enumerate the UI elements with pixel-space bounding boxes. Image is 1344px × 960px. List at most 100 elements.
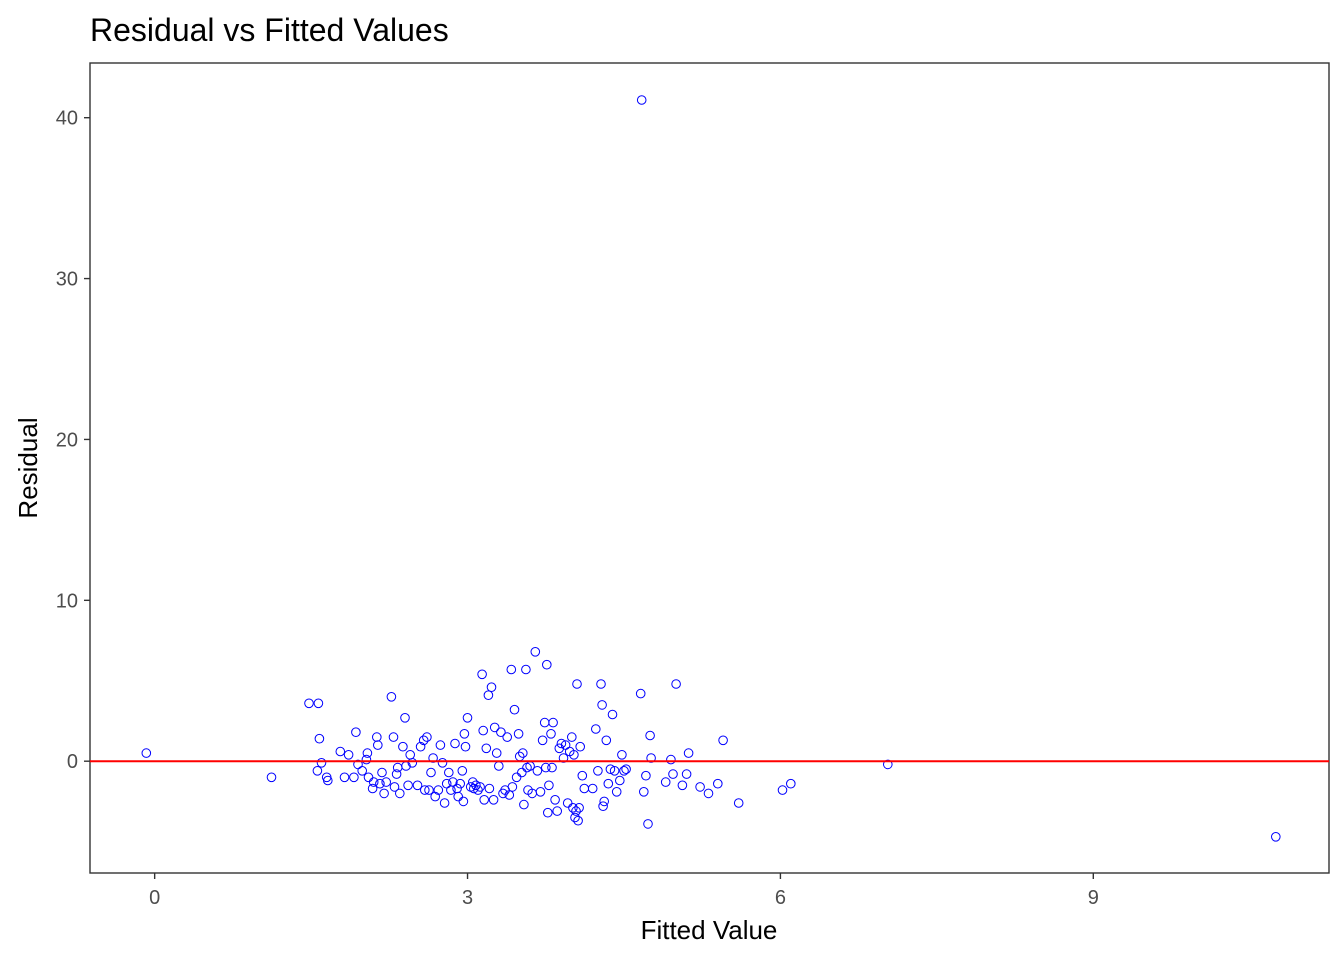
data-point bbox=[450, 738, 460, 749]
data-point bbox=[718, 735, 728, 746]
data-point bbox=[550, 795, 560, 805]
data-point bbox=[339, 772, 350, 783]
data-point bbox=[458, 796, 469, 807]
data-point bbox=[677, 780, 688, 791]
data-point bbox=[671, 679, 681, 689]
data-point bbox=[388, 732, 399, 742]
data-point bbox=[372, 732, 382, 742]
data-point bbox=[475, 782, 485, 792]
data-point bbox=[597, 700, 607, 710]
data-point bbox=[439, 798, 450, 808]
y-tick-label: 20 bbox=[56, 429, 78, 451]
data-point bbox=[535, 787, 546, 797]
data-point bbox=[777, 785, 788, 795]
data-point bbox=[521, 664, 531, 675]
data-point bbox=[695, 782, 705, 792]
data-point bbox=[643, 819, 653, 829]
data-point bbox=[351, 727, 361, 738]
data-point bbox=[509, 704, 520, 715]
data-point bbox=[543, 807, 553, 818]
data-point bbox=[489, 722, 500, 733]
data-point bbox=[1271, 832, 1281, 842]
data-point bbox=[407, 758, 418, 768]
x-tick-label: 6 bbox=[775, 887, 786, 909]
data-point bbox=[477, 669, 487, 680]
x-axis-ticks: 0 3 6 9 bbox=[149, 873, 1099, 909]
data-point bbox=[430, 791, 441, 802]
data-point bbox=[420, 785, 430, 795]
data-point bbox=[316, 758, 327, 768]
data-point bbox=[437, 758, 448, 768]
data-point bbox=[530, 647, 541, 657]
data-point bbox=[570, 812, 580, 823]
data-point bbox=[361, 754, 372, 765]
data-point bbox=[605, 764, 616, 775]
data-point bbox=[362, 748, 373, 758]
data-point bbox=[518, 748, 528, 758]
data-point bbox=[313, 698, 324, 709]
data-point bbox=[455, 778, 466, 789]
data-point bbox=[473, 785, 483, 795]
data-point bbox=[666, 754, 676, 765]
data-point bbox=[435, 740, 446, 750]
data-point bbox=[459, 729, 470, 739]
data-point bbox=[541, 762, 551, 773]
data-point bbox=[363, 772, 374, 783]
data-point bbox=[379, 788, 389, 799]
y-tick-label: 0 bbox=[67, 751, 78, 773]
data-point bbox=[556, 738, 567, 749]
data-point bbox=[573, 815, 583, 826]
data-point bbox=[424, 785, 434, 795]
data-point bbox=[646, 753, 656, 763]
data-point bbox=[428, 753, 438, 763]
data-point bbox=[552, 806, 563, 816]
data-point bbox=[415, 741, 426, 752]
data-point bbox=[574, 803, 584, 813]
data-point bbox=[478, 725, 489, 736]
data-point bbox=[636, 95, 647, 105]
data-point bbox=[426, 767, 436, 778]
data-point bbox=[457, 766, 468, 776]
data-point bbox=[635, 688, 646, 699]
data-point bbox=[471, 780, 481, 791]
data-point bbox=[598, 801, 608, 812]
data-point bbox=[567, 732, 577, 742]
data-point bbox=[444, 767, 454, 778]
data-point bbox=[498, 788, 508, 799]
data-point bbox=[883, 759, 893, 770]
data-point bbox=[599, 796, 610, 807]
data-point bbox=[460, 741, 471, 752]
data-point bbox=[468, 777, 478, 787]
data-point bbox=[506, 664, 517, 675]
data-point bbox=[486, 682, 497, 693]
x-axis-title: Fitted Value bbox=[641, 915, 778, 945]
data-point bbox=[266, 772, 277, 783]
data-point bbox=[412, 780, 423, 791]
data-point bbox=[433, 785, 444, 795]
data-point bbox=[367, 783, 378, 794]
data-point bbox=[418, 735, 429, 746]
data-point bbox=[544, 780, 554, 791]
data-point bbox=[483, 690, 494, 701]
data-point bbox=[537, 735, 548, 746]
data-point bbox=[511, 772, 522, 783]
data-point bbox=[577, 770, 588, 781]
data-point bbox=[683, 748, 694, 758]
data-point bbox=[349, 772, 359, 783]
data-point bbox=[639, 787, 649, 797]
x-tick-label: 9 bbox=[1088, 887, 1099, 909]
data-point bbox=[469, 783, 479, 794]
plot-panel bbox=[89, 62, 1330, 874]
data-point bbox=[562, 798, 573, 808]
data-point bbox=[386, 692, 397, 702]
data-point bbox=[668, 769, 678, 779]
data-point bbox=[617, 750, 627, 760]
data-point bbox=[681, 769, 692, 779]
y-axis-ticks: 0 10 20 30 40 bbox=[56, 108, 90, 773]
data-point bbox=[569, 750, 579, 760]
data-point bbox=[593, 766, 603, 776]
data-point bbox=[312, 766, 323, 776]
data-point bbox=[479, 795, 490, 805]
data-point bbox=[488, 795, 499, 805]
